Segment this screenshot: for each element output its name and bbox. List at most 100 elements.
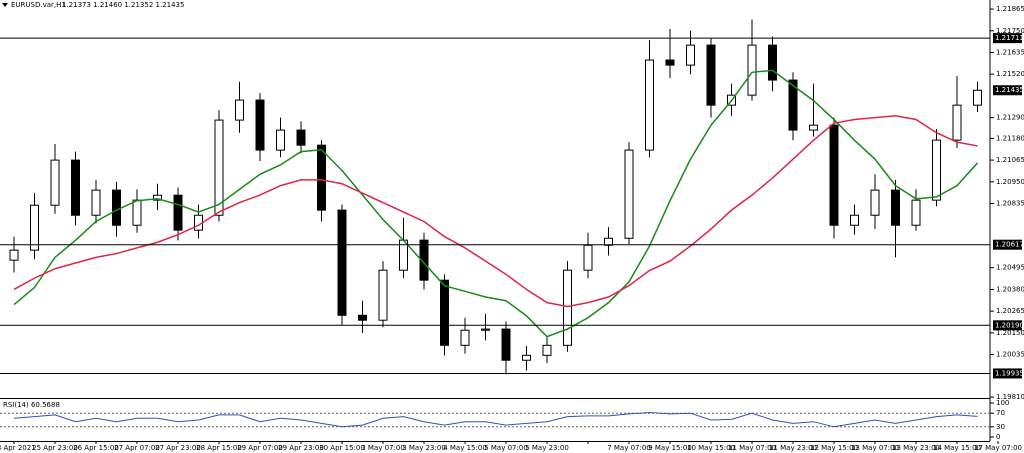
x-tick-label: 14 May 15:00 [933, 444, 981, 452]
x-tick-label: 27 Apr 07:00 [114, 444, 160, 452]
candle-body [932, 139, 941, 201]
y-tick-label: 1.21750 [996, 27, 1024, 35]
candle-body [686, 44, 695, 66]
candle-body [850, 214, 859, 226]
rsi-tick-label: 70 [996, 409, 1005, 417]
header-quote: 1.21373 1.21460 1.21352 1.21435 [62, 1, 184, 9]
x-tick-label: 11 May 23:00 [769, 444, 817, 452]
candle-body [132, 199, 142, 226]
candle-body [9, 249, 19, 261]
level-label: 1.20190 [995, 321, 1024, 329]
y-tick-label: 1.19810 [996, 393, 1024, 401]
x-tick-label: 4 May 15:00 [443, 444, 487, 452]
candle-body [583, 244, 593, 271]
candle-body [542, 344, 552, 356]
candle-body [214, 119, 224, 216]
candle-body [973, 89, 982, 106]
rsi-title: RSI(14) 60.5688 [3, 401, 60, 409]
candle-body [952, 104, 962, 141]
x-tick-label: 11 May 07:00 [728, 444, 776, 452]
candle-body [809, 124, 818, 131]
candle-body [460, 329, 470, 346]
candle-body [317, 144, 326, 211]
rsi-tick-label: 0 [996, 433, 1000, 441]
x-tick-label: 17 May 07:00 [974, 444, 1022, 452]
x-tick-label: 13 May 23:00 [892, 444, 940, 452]
candle-body [419, 239, 429, 281]
candle-body [604, 237, 613, 246]
candle-body [337, 209, 347, 316]
level-box [993, 33, 1022, 44]
y-tick-label: 1.20950 [996, 178, 1024, 186]
x-tick-label: 13 May 07:00 [851, 444, 899, 452]
x-tick-label: 28 Apr 15:00 [196, 444, 242, 452]
y-tick-label: 1.21520 [996, 70, 1024, 78]
candle-body [50, 159, 60, 206]
chart-title: EURUSD.var,H1 [11, 1, 66, 9]
x-tick-label: 9 May 15:00 [648, 444, 692, 452]
moving-average [13, 114, 978, 308]
candle-body [30, 204, 39, 251]
candle-body [829, 124, 839, 226]
candle-body [378, 269, 388, 321]
x-tick-label: 3 May 23:00 [402, 444, 446, 452]
candle-body [788, 79, 798, 131]
y-tick-label: 1.21065 [996, 156, 1024, 164]
candle-body [563, 269, 572, 346]
x-tick-label: 30 Apr 15:00 [319, 444, 365, 452]
x-tick-label: 29 Apr 07:00 [237, 444, 283, 452]
x-tick-label: 5 May 07:00 [484, 444, 528, 452]
candle-body [624, 149, 634, 239]
candle-body [91, 189, 101, 216]
candle-body [71, 159, 80, 216]
candle-body [645, 59, 654, 151]
y-tick-label: 1.20265 [996, 307, 1024, 315]
candle-body [235, 99, 244, 121]
last-price-label: 1.21435 [995, 86, 1024, 94]
level-box [993, 320, 1022, 331]
candle-body [112, 189, 121, 226]
level-box [993, 368, 1022, 379]
level-label: 1.20617 [995, 241, 1024, 249]
candle-body [358, 314, 367, 321]
candle-body [522, 354, 531, 361]
y-tick-label: 1.20035 [996, 351, 1024, 359]
x-tick-label: 12 May 15:00 [810, 444, 858, 452]
candle-body [173, 194, 183, 231]
level-box [993, 239, 1022, 250]
x-tick-label: 3 May 07:00 [361, 444, 405, 452]
x-tick-label: 10 May 15:00 [687, 444, 735, 452]
candle-body [911, 199, 921, 226]
x-tick-label: 23 Apr 2021 [0, 444, 36, 452]
menu-arrow[interactable] [2, 3, 8, 7]
y-tick-label: 1.21290 [996, 114, 1024, 122]
rsi-line [13, 412, 978, 428]
candle-body [706, 44, 716, 106]
rsi-tick-label: 100 [996, 399, 1009, 407]
candle-body [501, 328, 511, 361]
y-tick-label: 1.21635 [996, 48, 1024, 56]
y-tick-label: 1.20835 [996, 200, 1024, 208]
y-tick-label: 1.21180 [996, 134, 1024, 142]
x-tick-label: 29 Apr 23:00 [278, 444, 324, 452]
y-tick-label: 1.21865 [996, 5, 1024, 13]
y-tick-label: 1.20150 [996, 329, 1024, 337]
candle-body [870, 189, 880, 216]
level-label: 1.21711 [995, 34, 1024, 42]
candle-body [747, 44, 757, 96]
candle-body [665, 59, 675, 66]
candle-body [440, 279, 449, 346]
level-label: 1.19935 [995, 369, 1024, 377]
candle-body [768, 44, 777, 81]
y-tick-label: 1.20380 [996, 285, 1024, 293]
moving-average [13, 69, 979, 338]
candle-body [276, 129, 285, 151]
candle-body [255, 99, 265, 151]
x-tick-label: 26 Apr 15:00 [73, 444, 119, 452]
x-tick-label: 7 May 07:00 [607, 444, 651, 452]
y-tick-label: 1.20495 [996, 264, 1024, 272]
x-tick-label: 25 Apr 23:00 [32, 444, 78, 452]
candle-body [296, 129, 306, 146]
